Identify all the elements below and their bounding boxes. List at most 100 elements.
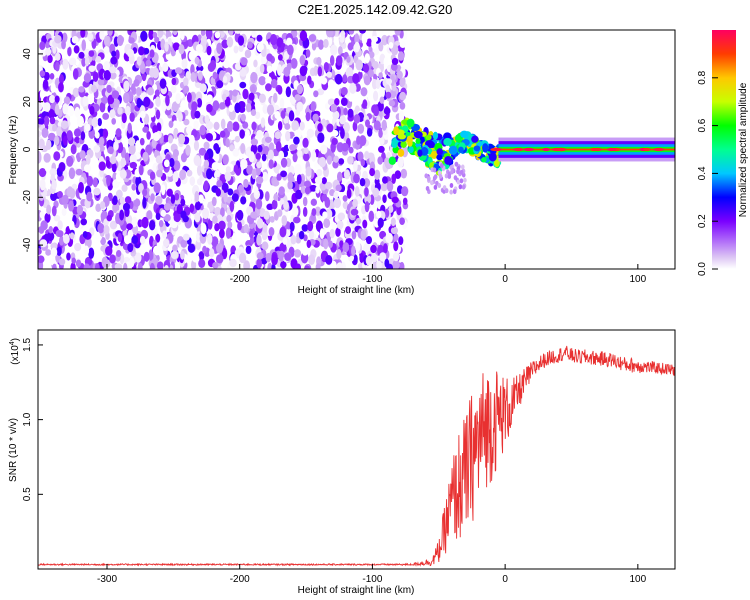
spectrogram-cell: [170, 221, 178, 229]
spectrogram-cell: [142, 126, 149, 133]
spectrogram-cell: [205, 30, 213, 39]
spectrogram-cell: [378, 145, 385, 153]
y-tick-label: 1.5: [22, 338, 33, 352]
spectrogram-cell: [197, 71, 203, 81]
spectrogram-cell: [380, 87, 385, 98]
spectrogram-cell: [62, 58, 69, 70]
spectrogram-cell: [44, 212, 51, 223]
spectrogram-cell: [128, 37, 135, 44]
spectrogram-cell: [233, 164, 239, 173]
spectrogram-cell: [397, 133, 407, 140]
spectrogram-cell: [110, 56, 118, 65]
spectrogram-cell: [159, 78, 167, 89]
snr-multiplier: (x104): [9, 338, 21, 365]
spectrogram-cell: [207, 233, 213, 245]
spectrogram-cell: [98, 161, 106, 171]
spectrogram-cell: [277, 120, 283, 131]
spectrogram-cell: [239, 129, 245, 139]
spectrogram-cell: [49, 258, 57, 266]
spectrogram-cell: [383, 107, 391, 115]
spectrogram-cell: [117, 232, 123, 243]
spectrogram-cell: [116, 250, 122, 258]
spectrogram-cell: [76, 115, 85, 128]
spectrogram-cell: [251, 168, 257, 180]
spectrogram-cell: [170, 85, 177, 94]
spectrogram-cell: [266, 53, 273, 62]
spectrogram-cell: [332, 110, 340, 120]
spectrogram-cell: [208, 248, 215, 258]
spectrogram-cell: [71, 257, 77, 264]
spectrogram-cell: [232, 89, 238, 97]
spectrogram-cell: [38, 226, 45, 234]
spectrogram-cell: [54, 52, 61, 61]
spectrogram-cell: [556, 147, 564, 152]
spectrogram-cell: [256, 34, 263, 42]
spectrogram-cell: [56, 126, 63, 137]
spectrogram-cell: [92, 177, 98, 188]
spectrogram-cell: [342, 195, 348, 202]
spectrogram-cell: [157, 30, 164, 38]
spectrogram-cell: [233, 45, 239, 54]
spectrogram-cell: [362, 99, 368, 109]
spectrogram-cell: [222, 75, 228, 84]
spectrogram-cell: [284, 252, 292, 262]
spectrogram-x-label: Height of straight line (km): [298, 285, 415, 296]
spectrogram-cell: [38, 255, 45, 264]
spectrogram-cell: [373, 120, 381, 131]
spectrogram-cell: [131, 216, 138, 228]
spectrogram-cell: [172, 149, 179, 158]
spectrogram-cell: [348, 30, 355, 35]
spectrogram-cell: [365, 255, 373, 266]
spectrogram-cell: [67, 46, 72, 57]
spectrogram-cell: [206, 94, 213, 102]
spectrogram-cell: [287, 180, 293, 190]
spectrogram-cell: [393, 241, 399, 252]
spectrogram-cell: [214, 169, 221, 178]
spectrogram-cell: [113, 98, 120, 108]
spectrogram-cell: [81, 39, 87, 51]
spectrogram-cell: [204, 114, 210, 124]
carrier-band: [498, 148, 675, 151]
spectrogram-cell: [183, 77, 189, 87]
spectrogram-cell: [448, 145, 458, 155]
y-tick-label: 1.0: [22, 412, 33, 426]
spectrogram-cell: [317, 132, 325, 144]
spectrogram-cell: [388, 100, 396, 107]
spectrogram-cell: [178, 133, 186, 145]
spectrogram-cell: [267, 149, 275, 160]
spectrogram-cell: [240, 142, 246, 154]
spectrogram-cell: [330, 44, 338, 56]
spectrogram-cell: [379, 136, 385, 146]
spectrogram-cell: [327, 98, 336, 106]
spectrogram-cell: [397, 156, 404, 168]
spectrogram-cell: [225, 166, 231, 173]
spectrogram-cell: [399, 261, 405, 269]
spectrogram-cell: [304, 265, 311, 269]
spectrogram-cell: [593, 147, 603, 152]
spectrogram-cell: [383, 56, 389, 68]
spectrogram-cell: [132, 124, 138, 136]
spectrogram-cell: [329, 228, 335, 239]
spectrogram-cell: [267, 262, 273, 269]
spectrogram-cell: [329, 55, 335, 66]
spectrogram-cell: [91, 117, 98, 128]
spectrogram-cell: [94, 262, 100, 269]
spectrogram-cell: [113, 141, 119, 151]
spectrogram-cell: [382, 194, 387, 204]
spectrogram-cell: [376, 260, 382, 269]
spectrogram-cell: [399, 101, 406, 110]
spectrogram-cell: [155, 233, 161, 243]
spectrogram-cell: [114, 263, 123, 269]
spectrogram-cell: [148, 219, 156, 231]
spectrogram-cell: [161, 101, 167, 113]
spectrogram-cell: [228, 110, 236, 121]
spectrogram-cell: [66, 155, 74, 167]
spectrogram-cell: [165, 94, 170, 107]
spectrogram-cell: [72, 68, 79, 80]
spectrogram-cell: [307, 221, 314, 232]
spectrogram-cell: [106, 174, 111, 187]
spectrogram-cell: [323, 131, 329, 139]
spectrogram-cell: [139, 110, 146, 119]
spectrogram-cell: [300, 186, 306, 194]
